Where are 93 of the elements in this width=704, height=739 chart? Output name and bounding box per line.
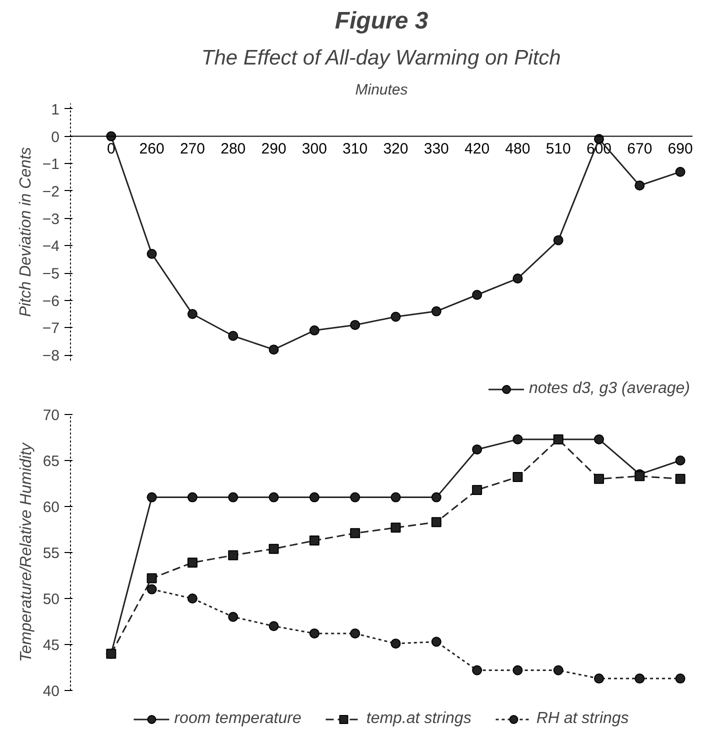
x-tick-label: 480	[505, 140, 530, 158]
x-tick-label: 690	[668, 140, 693, 158]
point	[472, 444, 482, 454]
point	[146, 492, 157, 502]
point	[187, 594, 198, 604]
point	[512, 665, 523, 676]
point	[594, 674, 604, 684]
point	[512, 434, 523, 444]
y-tick-label: −1	[42, 156, 60, 174]
point	[350, 528, 360, 538]
y-tick-label: 55	[42, 545, 60, 562]
point	[268, 344, 279, 355]
x-tick-label: 280	[220, 140, 246, 158]
point	[431, 306, 442, 316]
x-tick-label: 330	[424, 140, 449, 158]
point	[187, 558, 198, 568]
point	[390, 312, 401, 322]
point	[594, 474, 604, 484]
x-tick-label: 300	[302, 140, 327, 158]
point	[512, 472, 523, 482]
legend-label: temp.at strings	[366, 710, 472, 728]
point	[512, 273, 523, 284]
point	[350, 492, 360, 502]
legend-label: room temperature	[174, 710, 302, 728]
x-tick-label: 290	[261, 140, 286, 158]
y-tick-label: −8	[42, 348, 60, 365]
legend-label: notes d3, g3 (average)	[529, 380, 690, 398]
y-tick-label: 0	[51, 128, 60, 146]
y-tick-label: −2	[42, 183, 60, 200]
point	[472, 665, 482, 676]
point	[553, 235, 564, 246]
point	[309, 536, 320, 546]
chart-subtitle: The Effect of All-day Warming on Pitch	[201, 46, 561, 70]
point	[309, 325, 320, 336]
point	[675, 474, 686, 484]
y-tick-label: −7	[42, 320, 60, 338]
y-tick-label: 50	[42, 591, 60, 608]
y-axis-title: Temperature/Relative Humidity	[18, 442, 35, 662]
y-tick-label: 65	[42, 453, 60, 470]
point	[594, 434, 604, 444]
x-tick-label: 420	[464, 140, 490, 158]
point	[553, 665, 564, 676]
point	[268, 492, 279, 502]
y-tick-label: 40	[42, 683, 60, 700]
point	[350, 628, 360, 638]
point	[390, 638, 401, 649]
y-tick-label: 45	[42, 637, 60, 654]
point	[431, 492, 442, 502]
point	[228, 492, 238, 502]
point	[431, 636, 442, 647]
x-tick-label: 510	[546, 140, 571, 158]
y-axis-title: Pitch Deviation in Cents	[17, 147, 34, 317]
y-tick-label: 1	[51, 101, 60, 118]
point	[268, 544, 279, 554]
point	[187, 492, 198, 502]
point	[268, 621, 279, 632]
point	[146, 584, 157, 594]
point	[675, 456, 686, 466]
x-tick-label: 270	[180, 140, 205, 158]
y-tick-label: 60	[42, 499, 60, 516]
point	[634, 180, 645, 191]
y-tick-label: −6	[42, 292, 60, 310]
x-tick-label: 320	[383, 140, 408, 158]
point	[472, 484, 482, 495]
point	[187, 309, 198, 320]
y-tick-label: −5	[42, 266, 60, 283]
y-tick-label: −4	[42, 238, 60, 256]
point	[106, 648, 116, 659]
x-tick-label: 260	[139, 140, 164, 158]
point	[228, 330, 238, 341]
point	[472, 290, 482, 300]
point	[390, 522, 401, 533]
point	[350, 320, 360, 330]
point	[675, 166, 686, 177]
y-tick-label: 70	[42, 407, 60, 424]
x-tick-label: 310	[342, 140, 368, 158]
legend-label: RH at strings	[536, 710, 629, 728]
point	[309, 628, 320, 638]
chart-title: Figure 3	[334, 8, 429, 34]
point	[390, 492, 401, 502]
x-axis-title: Minutes	[355, 82, 408, 98]
x-tick-label: 670	[627, 140, 652, 158]
point	[309, 492, 320, 502]
point	[675, 674, 686, 684]
x-tick-label: 0	[106, 140, 116, 158]
point	[553, 434, 564, 444]
y-tick-label: −3	[42, 210, 60, 228]
point	[634, 674, 645, 684]
point	[431, 517, 442, 528]
point	[146, 248, 157, 259]
point	[228, 612, 238, 622]
point	[146, 573, 157, 584]
point	[228, 550, 238, 560]
